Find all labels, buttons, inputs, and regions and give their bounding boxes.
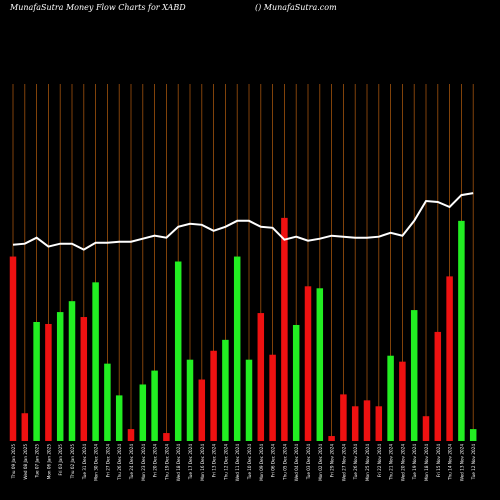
x-tick-label: Thu 12 Dec 2024 (223, 444, 228, 481)
x-tick-label: Mon 18 Nov 2024 (424, 444, 429, 481)
money-flow-bar (222, 339, 229, 441)
money-flow-bar (92, 282, 99, 441)
x-tick-label: Tue 17 Dec 2024 (188, 444, 193, 481)
x-tick-label: Tue 07 Jan 2025 (35, 444, 40, 479)
x-tick-label: Wed 20 Nov 2024 (400, 444, 405, 482)
money-flow-bar (33, 322, 40, 441)
money-flow-bar (245, 359, 253, 441)
x-tick-label: Wed 04 Dec 2024 (294, 444, 299, 482)
money-flow-bar (56, 312, 64, 441)
money-flow-bar (163, 433, 170, 441)
x-tick-label: Fri 20 Dec 2024 (153, 444, 158, 477)
x-tick-label: Wed 11 Dec 2024 (235, 444, 240, 482)
x-tick-label: Tue 19 Nov 2024 (412, 444, 417, 481)
money-flow-bar (304, 286, 312, 441)
x-tick-label: Tue 10 Dec 2024 (247, 444, 252, 481)
price-line-path (12, 192, 474, 251)
x-tick-label: Wed 13 Nov 2024 (459, 444, 464, 482)
x-tick-label: Thu 05 Dec 2024 (282, 444, 287, 481)
x-tick-label: Tue 26 Nov 2024 (353, 444, 358, 481)
money-flow-bar (257, 313, 265, 441)
money-flow-bar (446, 276, 453, 441)
money-flow-bar (9, 256, 17, 441)
x-tick-label: Thu 19 Dec 2024 (164, 444, 169, 481)
x-tick-label: Thu 21 Nov 2024 (389, 444, 394, 481)
money-flow-bar (45, 323, 52, 441)
money-flow-bar (292, 324, 300, 441)
money-flow-bar (198, 379, 206, 441)
x-tick-label: Wed 27 Nov 2024 (341, 444, 346, 482)
x-tick-label: Mon 06 Jan 2025 (46, 444, 51, 480)
money-flow-bar (363, 400, 371, 441)
money-flow-bar (422, 416, 430, 441)
chart-header-site: () MunafaSutra.com (255, 3, 337, 12)
x-tick-label: Mon 25 Nov 2024 (365, 444, 370, 481)
x-tick-label: Mon 23 Dec 2024 (141, 444, 146, 481)
money-flow-bar (351, 406, 359, 441)
x-tick-label: Thu 09 Jan 2025 (11, 444, 16, 480)
money-flow-bar (139, 384, 147, 441)
x-tick-label: Wed 18 Dec 2024 (176, 444, 181, 482)
x-tick-label: Thu 02 Jan 2025 (70, 444, 75, 480)
x-tick-label: Fri 27 Dec 2024 (105, 444, 110, 477)
money-flow-bar (340, 394, 347, 441)
x-tick-label: Tue 12 Nov 2024 (471, 444, 476, 481)
money-flow-bar (469, 429, 477, 441)
x-tick-label: Fri 03 Jan 2025 (58, 444, 63, 476)
chart-header-title: MunafaSutra Money Flow Charts for XABD (10, 3, 186, 12)
x-tick-label: Mon 16 Dec 2024 (200, 444, 205, 481)
x-tick-label: Fri 13 Dec 2024 (212, 444, 217, 477)
money-flow-bar (434, 331, 442, 441)
x-tick-label: Mon 30 Dec 2024 (94, 444, 99, 481)
money-flow-bar (151, 370, 158, 441)
money-flow-bar (316, 288, 324, 441)
money-flow-bar (186, 359, 194, 441)
x-tick-label: Tue 03 Dec 2024 (306, 444, 311, 481)
money-flow-bar (375, 406, 383, 441)
money-flow-bar (21, 413, 29, 441)
money-flow-bar (458, 220, 465, 441)
x-tick-label: Tue 31 Dec 2024 (82, 444, 87, 481)
x-tick-label: Mon 02 Dec 2024 (318, 444, 323, 481)
money-flow-bar (80, 317, 88, 441)
money-flow-bar (174, 261, 182, 441)
money-flow-bar (399, 361, 406, 441)
x-tick-label: Thu 26 Dec 2024 (117, 444, 122, 481)
price-line (12, 192, 474, 251)
money-flow-bar (115, 395, 123, 441)
money-flow-bar (281, 217, 288, 441)
x-axis-labels: Thu 09 Jan 2025 Wed 08 Jan 2025 Tue 07 Jan… (11, 444, 476, 482)
money-flow-bars (9, 217, 477, 441)
money-flow-bar (104, 363, 111, 441)
x-tick-label: Mon 09 Dec 2024 (259, 444, 264, 481)
x-tick-label: Thu 14 Nov 2024 (448, 444, 453, 481)
x-tick-label: Wed 08 Jan 2025 (23, 444, 28, 480)
x-tick-label: Tue 24 Dec 2024 (129, 444, 134, 481)
money-flow-bar (387, 355, 394, 441)
x-tick-label: Fri 06 Dec 2024 (271, 444, 276, 477)
x-tick-label: Fri 15 Nov 2024 (436, 444, 441, 477)
x-tick-label: Fri 29 Nov 2024 (330, 444, 335, 477)
money-flow-bar (410, 310, 418, 441)
money-flow-bar (68, 301, 76, 441)
money-flow-bar (210, 350, 217, 441)
money-flow-bar (269, 354, 276, 441)
money-flow-bar (127, 429, 135, 441)
money-flow-bar (233, 256, 241, 441)
money-flow-bar (328, 436, 335, 441)
x-tick-label: Fri 22 Nov 2024 (377, 444, 382, 477)
